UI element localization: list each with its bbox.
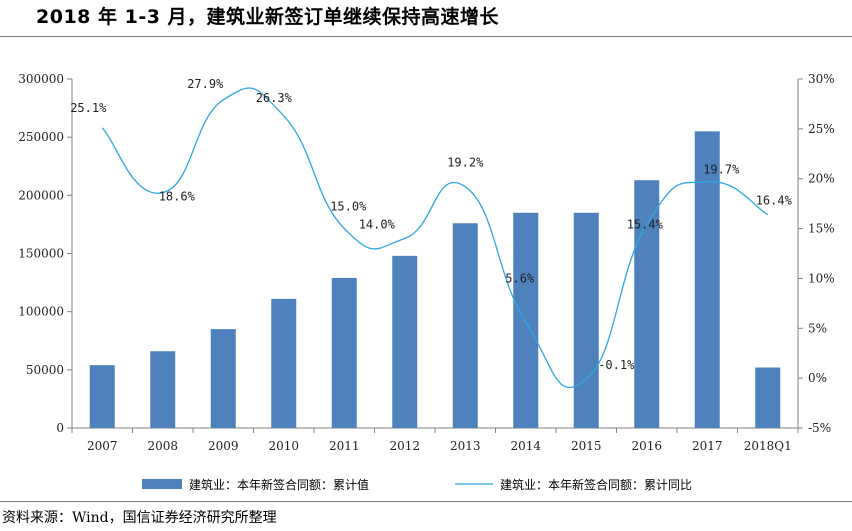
x-tick-label: 2015 <box>571 439 602 453</box>
legend-bar-swatch <box>142 479 182 489</box>
y-left-tick-label: 50000 <box>26 363 64 377</box>
bar <box>271 298 297 428</box>
x-tick-label: 2018Q1 <box>744 439 792 453</box>
axes <box>67 78 803 433</box>
bar <box>392 255 418 428</box>
y-left-tick-label: 250000 <box>18 130 64 144</box>
y-left-tick-label: 300000 <box>18 72 64 86</box>
title-divider <box>0 36 852 37</box>
data-labels: 25.1% 18.6% 27.9% 26.3% 15.0% 14.0% 19.2% 5.6% -… <box>70 77 792 372</box>
line-data-label: 27.9% <box>187 77 224 91</box>
x-tick-label: 2012 <box>389 439 420 453</box>
y-left-tick-label: 150000 <box>18 247 64 261</box>
line-data-label: 16.4% <box>756 194 793 208</box>
bar-series <box>89 131 781 428</box>
footer-divider <box>0 501 852 502</box>
line-data-label: -0.1% <box>598 358 635 372</box>
line-data-label: 15.0% <box>330 200 367 214</box>
bar <box>210 329 236 428</box>
bar <box>573 212 599 428</box>
y-left-tick-label: 200000 <box>18 188 64 202</box>
x-tick-label: 2016 <box>631 439 662 453</box>
y-left-tick-label: 0 <box>56 421 64 435</box>
source-note: 资料来源：Wind，国信证券经济研究所整理 <box>2 510 277 526</box>
x-tick-label: 2017 <box>692 439 723 453</box>
bar <box>89 365 115 428</box>
y-right-tick-label: 15% <box>808 222 835 236</box>
y-right-tick-label: 5% <box>808 321 827 335</box>
chart-title: 2018 年 1-3 月，建筑业新签订单继续保持高速增长 <box>36 6 500 28</box>
line-path <box>101 87 769 388</box>
x-tick-label: 2013 <box>450 439 481 453</box>
line-series <box>101 87 769 388</box>
x-tick-label: 2011 <box>329 439 360 453</box>
y-right-tick-label: 30% <box>808 72 835 86</box>
bar <box>755 367 781 428</box>
y-right-tick-label: -5% <box>808 421 831 435</box>
bar <box>452 223 478 428</box>
line-data-label: 18.6% <box>159 190 196 204</box>
line-data-label: 5.6% <box>505 271 535 285</box>
y-right-tick-label: 0% <box>808 371 827 385</box>
bar <box>513 212 539 428</box>
line-data-label: 19.2% <box>447 156 484 170</box>
bar <box>331 277 357 428</box>
line-data-label: 15.4% <box>627 218 664 232</box>
line-data-label: 25.1% <box>70 101 107 115</box>
line-data-label: 26.3% <box>256 91 293 105</box>
line-data-label: 14.0% <box>359 218 396 232</box>
y-right-tick-label: 20% <box>808 172 835 186</box>
bar <box>694 131 720 428</box>
y-right-tick-label: 10% <box>808 271 835 285</box>
x-tick-label: 2008 <box>147 439 178 453</box>
legend-bar-label: 建筑业：本年新签合同额：累计值 <box>189 477 369 492</box>
legend: 建筑业：本年新签合同额：累计值 建筑业：本年新签合同额：累计同比 <box>142 477 692 492</box>
x-tick-label: 2014 <box>510 439 541 453</box>
x-tick-label: 2009 <box>208 439 239 453</box>
bar <box>150 351 176 428</box>
x-tick-label: 2010 <box>268 439 299 453</box>
y-right-tick-label: 25% <box>808 122 835 136</box>
legend-line-label: 建筑业：本年新签合同额：累计同比 <box>500 477 692 492</box>
tick-labels: 0 50000 100000 150000 200000 250000 300000 -5% 0… <box>18 72 834 453</box>
x-tick-label: 2007 <box>87 439 118 453</box>
line-data-label: 19.7% <box>703 163 740 177</box>
bar <box>634 180 660 428</box>
y-left-tick-label: 100000 <box>18 305 64 319</box>
